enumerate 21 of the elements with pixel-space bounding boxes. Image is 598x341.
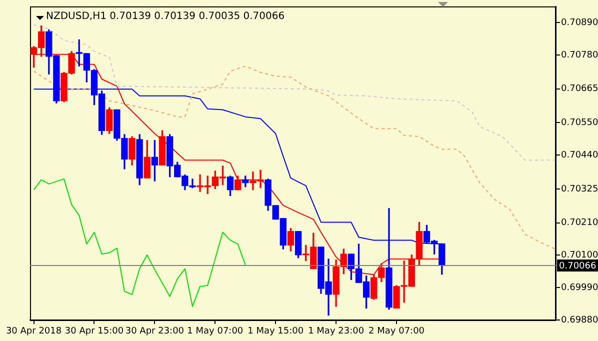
line-series	[33, 66, 556, 250]
x-tick-label: 30 Apr 23:00	[125, 326, 184, 337]
x-tick-label: 30 Apr 2018	[6, 326, 62, 337]
y-tick-label: 0.70890	[561, 18, 598, 28]
y-tick-label: 0.70440	[561, 150, 598, 160]
y-tick-label: 0.70100	[561, 250, 598, 261]
text: NZDUSD,H1 0.70139 0.70139 0.70035 0.70066	[46, 11, 285, 22]
x-tick-label: 30 Apr 15:00	[64, 326, 124, 337]
line-series	[33, 24, 556, 161]
ref-line-label: 0.70066	[559, 261, 596, 272]
x-tick-label: 1 May 15:00	[248, 326, 304, 337]
y-tick-label: 0.69990	[561, 282, 598, 293]
x-tick-label: 1 May 23:00	[308, 326, 364, 337]
y-tick-label: 0.69880	[561, 315, 598, 326]
y-tick-label: 0.70210	[561, 218, 598, 228]
y-tick-label: 0.70325	[561, 184, 598, 194]
x-tick-label: 2 May 07:00	[368, 326, 425, 337]
y-tick-label: 0.70550	[561, 118, 598, 128]
y-tick-label: 0.70665	[561, 84, 598, 94]
y-tick-label: 0.70780	[561, 50, 598, 60]
x-tick-label: 1 May 07:00	[187, 326, 244, 337]
